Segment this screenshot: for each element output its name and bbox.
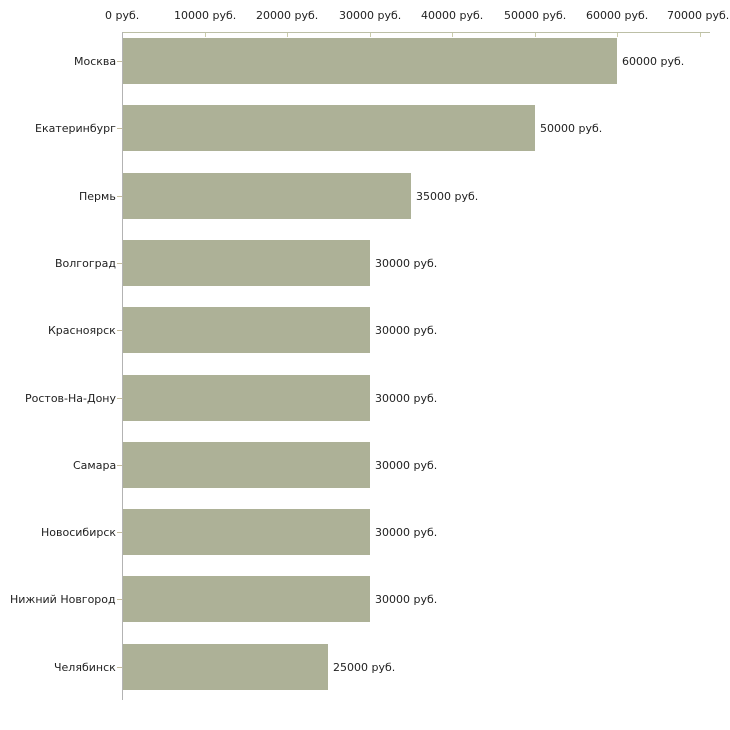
- x-axis-tick: [287, 33, 288, 37]
- category-label: Екатеринбург: [35, 122, 116, 135]
- value-label: 30000 руб.: [375, 324, 438, 337]
- bar: [123, 576, 370, 622]
- x-axis-tick: [370, 33, 371, 37]
- category-tick: [117, 61, 122, 62]
- bar: [123, 38, 617, 84]
- category-label: Самара: [73, 459, 117, 472]
- bar: [123, 509, 370, 555]
- x-axis-tick-label: 50000 руб.: [504, 9, 567, 22]
- category-tick: [117, 330, 122, 331]
- value-label: 30000 руб.: [375, 526, 438, 539]
- category-tick: [117, 465, 122, 466]
- x-axis-tick: [452, 33, 453, 37]
- category-label: Пермь: [79, 190, 116, 203]
- x-axis-tick: [700, 33, 701, 37]
- category-label: Нижний Новгород: [10, 593, 116, 606]
- category-label: Новосибирск: [41, 526, 117, 539]
- x-axis-tick-label: 20000 руб.: [256, 9, 319, 22]
- category-tick: [117, 128, 122, 129]
- value-label: 25000 руб.: [333, 661, 396, 674]
- bar: [123, 307, 370, 353]
- x-axis-line: [122, 32, 710, 33]
- value-label: 30000 руб.: [375, 459, 438, 472]
- category-label: Москва: [74, 55, 117, 68]
- x-axis-tick-label: 0 руб.: [105, 9, 140, 22]
- value-label: 30000 руб.: [375, 257, 438, 270]
- bar: [123, 375, 370, 421]
- value-label: 60000 руб.: [622, 55, 685, 68]
- bar: [123, 442, 370, 488]
- category-tick: [117, 398, 122, 399]
- category-label: Ростов-На-Дону: [25, 392, 117, 405]
- value-label: 50000 руб.: [540, 122, 603, 135]
- value-label: 30000 руб.: [375, 593, 438, 606]
- category-tick: [117, 532, 122, 533]
- category-label: Красноярск: [48, 324, 116, 337]
- x-axis-tick-label: 60000 руб.: [586, 9, 649, 22]
- bar: [123, 240, 370, 286]
- value-label: 35000 руб.: [416, 190, 479, 203]
- x-axis-tick-label: 30000 руб.: [339, 9, 402, 22]
- x-axis-tick: [617, 33, 618, 37]
- category-label: Челябинск: [54, 661, 116, 674]
- x-axis-tick-label: 40000 руб.: [421, 9, 484, 22]
- category-tick: [117, 263, 122, 264]
- category-tick: [117, 599, 122, 600]
- category-tick: [117, 667, 122, 668]
- value-label: 30000 руб.: [375, 392, 438, 405]
- x-axis-tick: [535, 33, 536, 37]
- x-axis-tick-label: 70000 руб.: [667, 9, 730, 22]
- category-label: Волгоград: [55, 257, 116, 270]
- y-axis-line: [122, 32, 123, 700]
- bar: [123, 105, 535, 151]
- x-axis-tick-label: 10000 руб.: [174, 9, 237, 22]
- bar: [123, 644, 328, 690]
- bar: [123, 173, 411, 219]
- x-axis-tick: [205, 33, 206, 37]
- category-tick: [117, 196, 122, 197]
